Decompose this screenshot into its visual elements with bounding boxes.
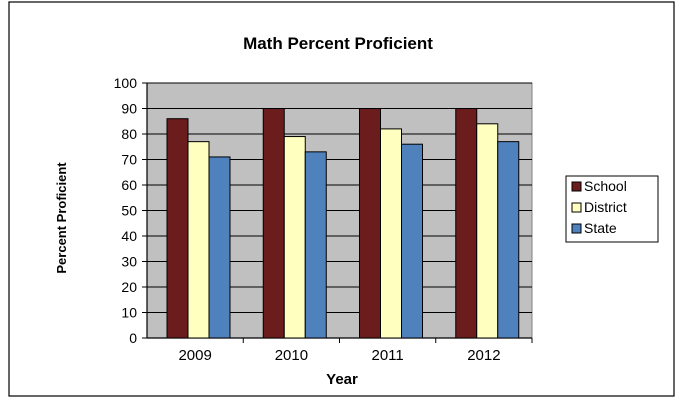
legend-swatch-district: [571, 202, 582, 213]
bar-district-2012: [476, 123, 499, 339]
bar-school-2011: [359, 108, 381, 339]
bar-district-2009: [187, 141, 210, 339]
x-tick-label: 2009: [178, 347, 211, 364]
x-axis-label: Year: [326, 371, 358, 388]
legend-swatch-school: [571, 181, 582, 192]
y-tick-label: 90: [121, 101, 137, 117]
plot-area: 0 10 20 30 40 50 60 70 80 90 100 2009 2010 2011 2012: [114, 75, 533, 364]
y-tick-label: 60: [121, 177, 137, 193]
bar-district-2010: [283, 136, 306, 339]
legend-label-district: District: [584, 199, 627, 215]
bar-state-2011: [401, 143, 423, 339]
y-axis-label: Percent Proficient: [54, 162, 69, 274]
x-tick-label: 2010: [275, 347, 308, 364]
y-tick-label: 70: [121, 152, 137, 168]
y-tick-label: 0: [129, 330, 137, 346]
legend-label-school: School: [584, 178, 627, 194]
bar-school-2010: [262, 108, 285, 339]
y-tick-label: 10: [121, 305, 137, 321]
legend-label-state: State: [584, 220, 617, 236]
bar-state-2009: [208, 156, 231, 339]
bar-school-2009: [166, 118, 189, 339]
bar-district-2011: [380, 128, 402, 339]
bar-state-2010: [304, 151, 327, 339]
chart-title: Math Percent Proficient: [243, 34, 433, 53]
bar-state-2012: [497, 141, 520, 339]
y-tick-label: 20: [121, 279, 137, 295]
y-tick-label: 40: [121, 228, 137, 244]
y-tick-label: 30: [121, 254, 137, 270]
y-tick-label: 100: [114, 75, 138, 91]
x-tick-label: 2012: [467, 347, 500, 364]
x-tick-label: 2011: [371, 347, 403, 364]
bar-school-2012: [455, 108, 478, 339]
legend: School District State: [565, 175, 659, 243]
y-tick-label: 80: [121, 126, 137, 142]
y-tick-label: 50: [121, 203, 137, 219]
legend-swatch-state: [571, 223, 582, 234]
